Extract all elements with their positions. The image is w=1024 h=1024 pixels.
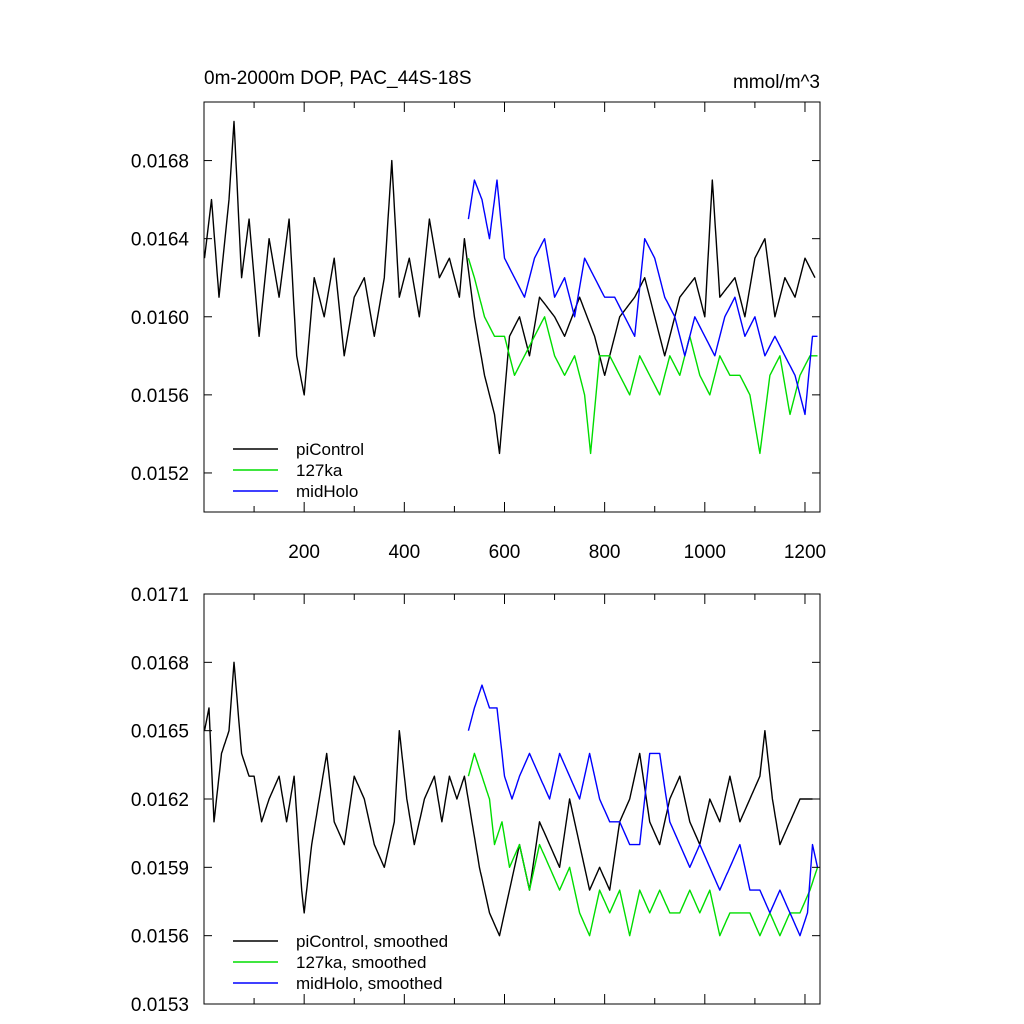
x-tick-label: 200 (288, 542, 320, 563)
top-axis-ticks: 0.0152 0.0156 0.0160 0.0164 0.0168 200 400 600 8… (131, 102, 826, 563)
legend-label-midholo: midHolo (296, 482, 358, 501)
y-tick-label: 0.0165 (131, 722, 189, 743)
units-label: mmol/m^3 (733, 72, 820, 93)
chart-title: 0m-2000m DOP, PAC_44S-18S (204, 68, 472, 89)
series-line-midholo (467, 179, 818, 416)
y-tick-label: 0.0156 (131, 386, 189, 407)
y-tick-label: 0.0164 (131, 230, 190, 251)
top-panel: 0m-2000m DOP, PAC_44S-18S mmol/m^3 0.015… (131, 68, 826, 563)
series-line-127ka-smoothed (467, 752, 819, 937)
legend-label-midholo-smoothed: midHolo, smoothed (296, 974, 442, 993)
legend-label-picontrol: piControl (296, 440, 364, 459)
y-tick-label: 0.0153 (131, 995, 189, 1016)
y-tick-label: 0.0168 (131, 152, 189, 173)
bottom-legend: piControl, smoothed 127ka, smoothed midHol… (233, 932, 448, 993)
y-tick-label: 0.0152 (131, 464, 189, 485)
bottom-plot-frame (203, 593, 821, 1005)
bottom-series-group (203, 661, 819, 937)
series-line-127ka (467, 257, 818, 455)
legend-label-127ka-smoothed: 127ka, smoothed (296, 953, 426, 972)
y-tick-label: 0.0168 (131, 653, 189, 674)
series-line-midholo-smoothed (467, 684, 819, 937)
top-legend: piControl 127ka midHolo (233, 440, 364, 501)
y-tick-label: 0.0160 (131, 308, 189, 329)
x-tick-label: 800 (589, 542, 621, 563)
x-tick-label: 1000 (684, 542, 726, 563)
top-plot-frame (203, 101, 821, 513)
x-tick-label: 600 (489, 542, 521, 563)
y-tick-label: 0.0156 (131, 927, 189, 948)
legend-label-127ka: 127ka (296, 461, 343, 480)
x-tick-label: 400 (388, 542, 420, 563)
y-tick-label: 0.0171 (131, 585, 189, 606)
x-tick-label: 1200 (784, 542, 826, 563)
top-series-group (203, 120, 818, 455)
legend-label-picontrol-smoothed: piControl, smoothed (296, 932, 448, 951)
bottom-axis-ticks: 0.0153 0.0156 0.0159 0.0162 0.0165 0.0168 0.01… (131, 585, 820, 1016)
y-tick-label: 0.0159 (131, 858, 189, 879)
series-line-picontrol-smoothed (203, 661, 813, 937)
series-line-picontrol (203, 120, 816, 455)
bottom-panel: 0.0153 0.0156 0.0159 0.0162 0.0165 0.0168 0.01… (131, 585, 821, 1016)
y-tick-label: 0.0162 (131, 790, 189, 811)
